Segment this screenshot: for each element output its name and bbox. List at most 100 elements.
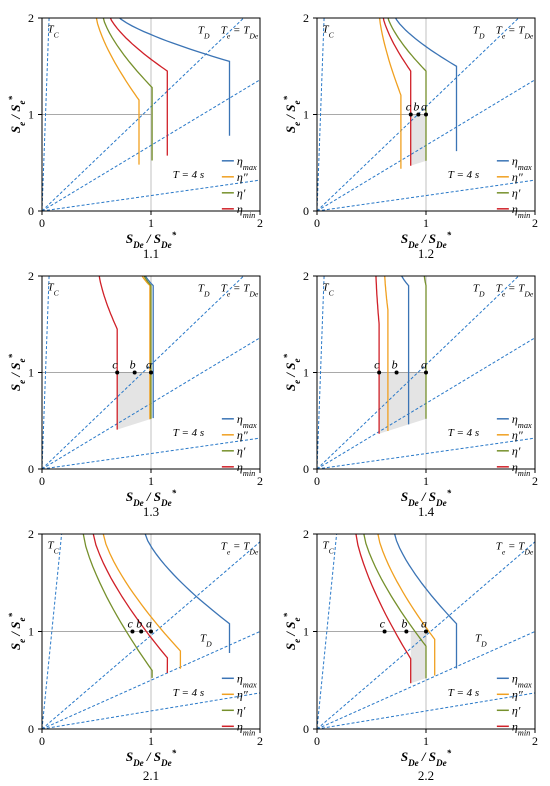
point-b [139,629,144,634]
series-p-line [143,276,152,419]
y-axis-label: Se / Se* [7,612,27,650]
x-tick-label: 1 [423,734,429,748]
point-c [115,370,120,375]
legend-label-pp: η″ [237,170,249,184]
label-t4: T = 4 s [448,427,479,439]
x-tick-label: 0 [314,216,320,230]
x-tick-label: 2 [257,216,263,230]
legend-label-pp: η″ [512,687,524,701]
x-axis-label: SDe / SDe* [401,230,452,250]
period-line-1 [42,276,244,469]
panel-1-2: c b a 00 1 1 2 2 SDe / SDe* Se / Se* TC TD Te = TDe T… [282,11,538,261]
period-line-0 [317,276,325,469]
legend-label-pp: η″ [512,170,524,184]
point-label-a: a [421,100,427,114]
y-tick-label: 1 [28,366,34,380]
point-c [130,629,135,634]
point-a [424,112,428,117]
panel-1-3: c b a 00 1 1 2 2 SDe / SDe* Se / Se* TC TD Te = TDe T… [7,269,263,519]
y-axis-label: Se / Se* [282,612,302,650]
panel-2-1: c b a 00 1 1 2 2 SDe / SDe* Se / Se* TC TD Te = TDe T… [7,527,263,783]
panel-caption: 1.3 [143,504,159,519]
label-te: Te = TDe [496,282,534,298]
y-tick-label: 0 [303,722,309,736]
y-tick-label: 2 [28,527,34,541]
y-tick-label: 1 [303,108,309,122]
point-label-a: a [421,358,427,372]
series-p-line [387,18,427,161]
y-tick-label: 0 [28,204,34,218]
point-a [424,629,428,634]
panel-1-4: c b a 00 1 1 2 2 SDe / SDe* Se / Se* TC TD Te = TDe T… [282,269,538,519]
x-axis-label: SDe / SDe* [126,488,177,508]
point-label-b: b [413,100,419,114]
series-pp-line [141,276,151,420]
panel-caption: 1.1 [143,246,159,261]
panel-caption: 1.4 [418,504,435,519]
point-label-b: b [392,358,398,372]
legend-label-min: ηmin [237,719,256,737]
x-tick-label: 0 [39,216,45,230]
series-min-line [382,18,412,166]
x-tick-label: 1 [423,216,429,230]
x-tick-label: 0 [39,474,45,488]
x-axis-label: SDe / SDe* [126,230,177,250]
period-line-3 [42,179,260,211]
y-tick-label: 0 [303,204,309,218]
point-label-c: c [112,358,118,372]
series-max-line [118,18,231,136]
period-line-0 [317,534,338,729]
x-tick-label: 2 [532,216,538,230]
legend-label-p: η′ [512,444,521,458]
series-pp-line [102,534,182,669]
series-pp-line [378,18,402,169]
period-line-0 [42,534,63,729]
plot-area [42,276,260,469]
x-axis-label: SDe / SDe* [401,488,452,508]
y-tick-label: 2 [303,527,309,541]
series-max-line [393,534,458,669]
y-axis-label: Se / Se* [282,353,302,391]
panel-caption: 1.2 [418,246,434,261]
point-label-a: a [146,358,152,372]
point-label-c: c [127,617,133,631]
label-te: Te = TDe [221,24,259,40]
legend-label-p: η′ [237,186,246,200]
y-axis-label: Se / Se* [7,353,27,391]
point-label-c: c [380,617,386,631]
point-a [149,629,153,634]
x-tick-label: 1 [148,216,154,230]
series-min-line [355,534,412,684]
shaded-region [410,631,426,684]
y-tick-label: 0 [303,462,309,476]
x-tick-label: 1 [148,734,154,748]
panel-caption: 2.2 [418,768,434,783]
panel-2-2: c b a 00 1 1 2 2 SDe / SDe* Se / Se* TC TD Te = TDe T… [282,527,538,783]
series-max-line [400,276,410,425]
period-line-3 [317,692,535,729]
x-tick-label: 0 [39,734,45,748]
point-a [149,370,153,375]
x-axis-label: SDe / SDe* [126,748,177,768]
panel-1-1: 00 1 1 2 2 SDe / SDe* Se / Se* TC TD Te = TDe T = … [7,11,263,261]
point-b [416,112,421,117]
x-tick-label: 1 [148,474,154,488]
plot-area [317,276,535,469]
period-line-1 [317,276,519,469]
label-tc: TC [47,540,59,556]
series-min-line [109,18,168,156]
shaded-region [410,114,426,166]
legend-label-min: ηmin [512,202,531,220]
period-line-1 [317,18,519,211]
label-tc: TC [47,281,59,297]
label-te: Te = TDe [496,541,534,557]
point-label-c: c [406,100,412,114]
series-p-line [423,276,427,419]
legend-label-p: η′ [512,703,521,717]
period-line-1 [42,18,244,211]
x-axis-label: SDe / SDe* [401,748,452,768]
plot-area [317,534,535,729]
series-min-line [98,276,118,430]
x-tick-label: 1 [423,474,429,488]
